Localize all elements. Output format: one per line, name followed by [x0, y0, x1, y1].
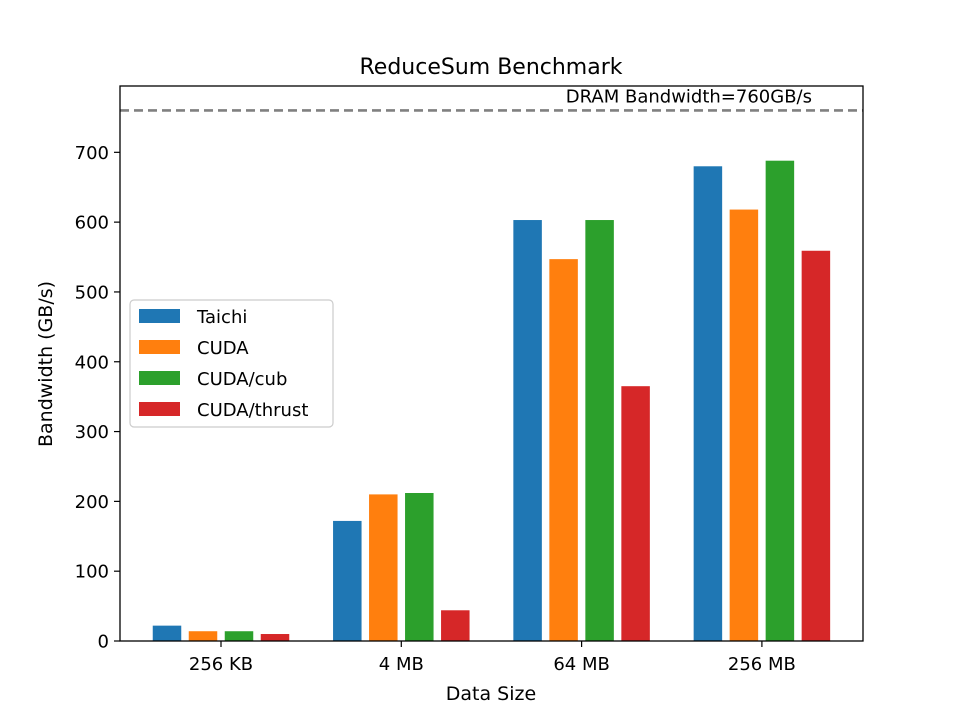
bar-cuda-0 [188, 631, 218, 641]
y-tick-label-400: 400 [75, 352, 109, 373]
legend-swatch-cuda-thrust [139, 402, 180, 416]
legend-swatch-cuda [139, 340, 180, 354]
y-tick-label-200: 200 [75, 492, 109, 513]
y-tick-label-600: 600 [75, 213, 109, 234]
bar-taichi-3 [693, 166, 723, 641]
bar-cuda-cub-2 [585, 220, 614, 642]
bar-cuda-3 [729, 209, 759, 641]
legend-label-taichi: Taichi [196, 307, 247, 328]
bar-cuda-cub-1 [405, 493, 434, 641]
bar-cuda-thrust-2 [621, 386, 650, 641]
x-tick-label-1: 4 MB [379, 654, 424, 675]
y-tick-label-0: 0 [98, 632, 109, 653]
legend-swatch-taichi [139, 309, 180, 323]
y-tick-label-100: 100 [75, 562, 109, 583]
chart-title: ReduceSum Benchmark [359, 55, 622, 80]
y-tick-label-300: 300 [75, 422, 109, 443]
legend-box [129, 299, 334, 428]
y-tick-label-700: 700 [75, 143, 109, 164]
x-tick-label-0: 256 KB [189, 654, 253, 675]
legend-swatch-cuda-cub [139, 371, 180, 385]
y-tick-label-500: 500 [75, 282, 109, 303]
plot-area: DRAM Bandwidth=760GB/s 0 100 200 300 400 500 60… [75, 86, 863, 675]
bar-taichi-1 [333, 520, 362, 641]
bar-taichi-0 [152, 625, 182, 641]
x-tick-label-2: 64 MB [553, 654, 610, 675]
bar-cuda-cub-0 [224, 631, 254, 641]
bar-cuda-cub-3 [765, 160, 795, 641]
bar-cuda-1 [369, 494, 398, 641]
dram-bandwidth-label: DRAM Bandwidth=760GB/s [566, 86, 812, 107]
y-axis-label: Bandwidth (GB/s) [35, 281, 57, 447]
bar-cuda-thrust-0 [260, 634, 290, 641]
x-tick-label-3: 256 MB [728, 654, 796, 675]
legend-label-cuda-cub: CUDA/cub [197, 369, 287, 390]
legend: Taichi CUDA CUDA/cub CUDA/thrust [129, 299, 334, 428]
bar-cuda-thrust-3 [801, 250, 831, 642]
plot-frame [119, 85, 864, 642]
legend-label-cuda-thrust: CUDA/thrust [197, 400, 308, 421]
legend-label-cuda: CUDA [197, 338, 249, 359]
bar-taichi-2 [513, 220, 542, 642]
x-axis-label: Data Size [446, 683, 536, 705]
bar-cuda-thrust-1 [441, 610, 470, 641]
bar-cuda-2 [549, 259, 578, 641]
